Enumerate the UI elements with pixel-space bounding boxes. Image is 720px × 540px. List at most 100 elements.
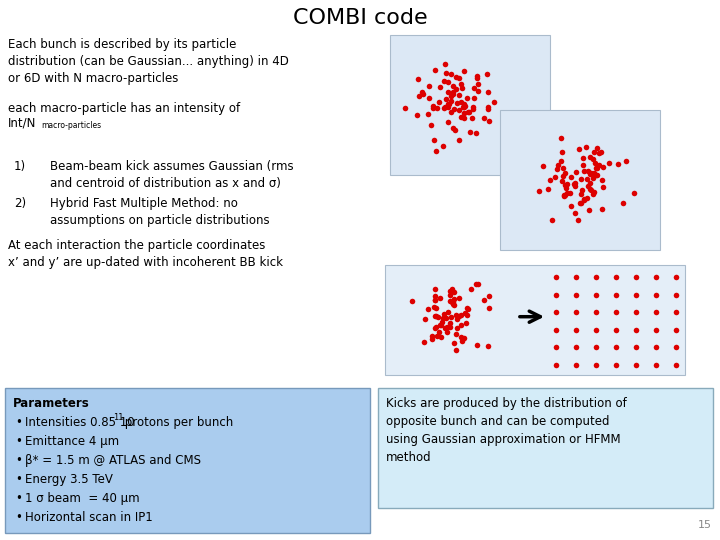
Point xyxy=(570,273,582,281)
Point xyxy=(444,291,456,299)
Point xyxy=(455,80,467,89)
Point xyxy=(468,94,480,103)
Point xyxy=(591,144,603,153)
Point xyxy=(459,100,470,109)
Point xyxy=(478,296,490,305)
Point xyxy=(630,308,642,316)
Point xyxy=(484,304,495,313)
Point xyxy=(442,87,454,96)
Point xyxy=(611,326,622,334)
Bar xyxy=(500,110,660,250)
Point xyxy=(438,77,449,85)
Point xyxy=(575,190,587,198)
Point xyxy=(446,285,457,294)
Point xyxy=(560,184,572,192)
Point xyxy=(429,66,441,75)
Point xyxy=(579,195,590,204)
Point xyxy=(465,285,477,294)
Point xyxy=(544,176,555,184)
Point xyxy=(438,104,450,112)
Point xyxy=(561,179,572,188)
Point xyxy=(417,90,428,99)
Point xyxy=(451,99,463,107)
Point xyxy=(483,292,495,300)
Point xyxy=(423,305,434,314)
Point xyxy=(550,291,562,299)
Point xyxy=(451,324,463,333)
Point xyxy=(445,319,456,327)
Point xyxy=(442,117,454,126)
Point xyxy=(588,190,599,199)
Point xyxy=(670,343,682,352)
Point xyxy=(482,342,493,350)
Point xyxy=(446,88,458,97)
Point xyxy=(595,148,607,157)
Point xyxy=(444,99,455,108)
Point xyxy=(454,106,465,114)
Point xyxy=(590,343,602,352)
Point xyxy=(464,107,475,116)
Point xyxy=(472,71,483,80)
Point xyxy=(488,97,500,106)
Point xyxy=(456,310,467,319)
Point xyxy=(472,280,483,288)
Bar xyxy=(385,265,685,375)
Point xyxy=(593,161,605,170)
Point xyxy=(450,73,462,82)
Point xyxy=(650,291,662,299)
Point xyxy=(444,297,456,306)
Point xyxy=(435,320,446,329)
Point xyxy=(468,103,480,112)
Point xyxy=(650,343,662,352)
Point xyxy=(556,134,567,143)
Point xyxy=(412,111,423,120)
Point xyxy=(429,312,441,320)
Point xyxy=(442,308,454,316)
Point xyxy=(431,304,442,313)
Point xyxy=(460,318,472,327)
Text: 1 σ beam  = 40 μm: 1 σ beam = 40 μm xyxy=(25,492,140,505)
Point xyxy=(448,124,459,133)
Point xyxy=(450,346,462,354)
Text: Beam-beam kick assumes Gaussian (rms
and centroid of distribution as x and σ): Beam-beam kick assumes Gaussian (rms and… xyxy=(50,160,294,190)
Point xyxy=(441,322,453,331)
Point xyxy=(441,313,452,322)
Point xyxy=(603,159,615,167)
Point xyxy=(581,193,593,202)
Text: Hybrid Fast Multiple Method: no
assumptions on particle distributions: Hybrid Fast Multiple Method: no assumpti… xyxy=(50,197,269,227)
Point xyxy=(429,284,441,293)
Point xyxy=(552,165,563,174)
Point xyxy=(428,102,439,110)
Point xyxy=(423,93,435,102)
Bar xyxy=(378,388,713,508)
Point xyxy=(450,329,462,338)
Point xyxy=(481,70,492,78)
Point xyxy=(598,183,609,192)
Point xyxy=(433,328,445,336)
Point xyxy=(467,114,478,123)
Point xyxy=(650,326,662,334)
Point xyxy=(575,174,587,183)
Point xyxy=(670,291,682,299)
Point xyxy=(437,314,449,322)
Point xyxy=(590,361,602,369)
Point xyxy=(449,294,460,303)
Point xyxy=(467,104,478,113)
Point xyxy=(670,273,682,281)
Point xyxy=(453,135,464,144)
Point xyxy=(418,337,430,346)
Text: macro-particles: macro-particles xyxy=(41,121,101,130)
Point xyxy=(482,103,494,111)
Point xyxy=(559,191,570,199)
Point xyxy=(570,308,582,316)
Text: •: • xyxy=(15,454,22,467)
Point xyxy=(462,108,474,117)
Point xyxy=(611,361,622,369)
Point xyxy=(435,82,446,91)
Point xyxy=(425,121,436,130)
Text: Int/N: Int/N xyxy=(8,116,37,129)
Point xyxy=(431,312,442,320)
Point xyxy=(590,308,602,316)
Point xyxy=(437,141,449,150)
Point xyxy=(557,164,569,173)
